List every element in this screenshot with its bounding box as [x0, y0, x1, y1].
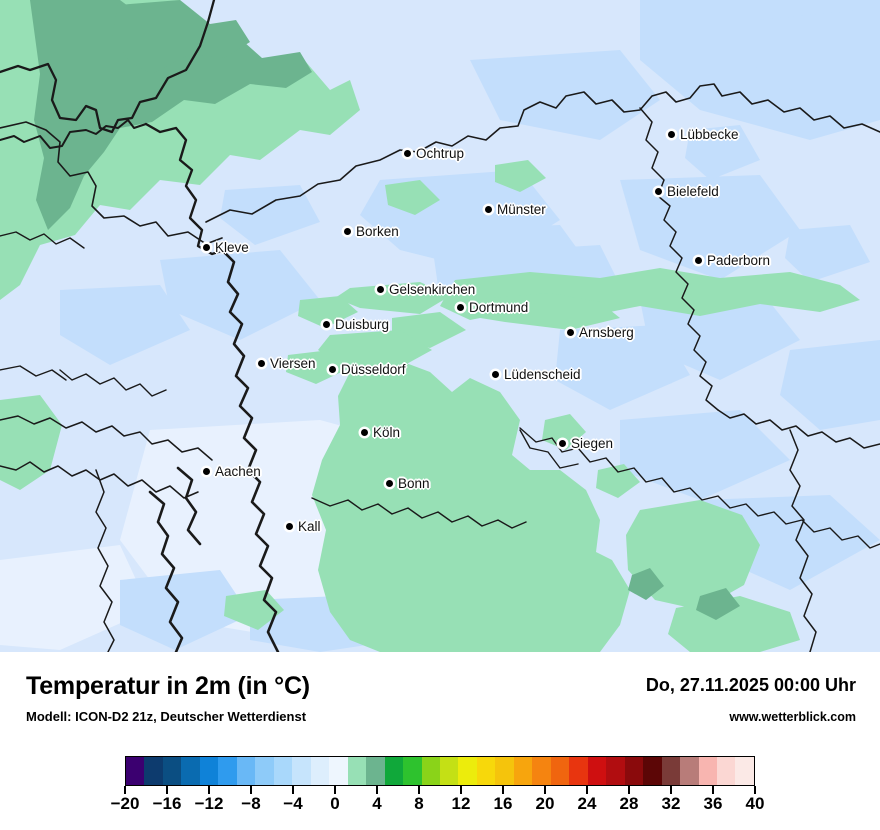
temperature-map[interactable]: Ochtrup Lübbecke Münster Bielefeld Borken Kle…	[0, 0, 880, 652]
colorbar-tick-label: 32	[661, 794, 681, 813]
colorbar-tick-label: 0	[330, 794, 340, 813]
colorbar-tick-label: 8	[414, 794, 424, 813]
colorbar-tick	[334, 786, 336, 794]
colorbar-tick-label: 12	[451, 794, 471, 813]
colorbar-swatch	[439, 757, 459, 785]
colorbar-tick	[292, 786, 294, 794]
colorbar-tick	[460, 786, 462, 794]
colorbar[interactable]	[125, 756, 755, 786]
valid-datetime: Do, 27.11.2025 00:00 Uhr	[645, 675, 856, 695]
colorbar-tick	[586, 786, 588, 794]
colorbar-swatch	[458, 757, 477, 785]
colorbar-swatch	[273, 757, 293, 785]
colorbar-swatch	[347, 757, 367, 785]
colorbar-tick-label: 4	[372, 794, 382, 813]
colorbar-swatch	[384, 757, 404, 785]
colorbar-swatch	[680, 757, 699, 785]
colorbar-swatch	[624, 757, 644, 785]
colorbar-tick	[124, 786, 126, 794]
model-subtitle: Modell: ICON-D2 21z, Deutscher Wetterdie…	[26, 709, 307, 724]
colorbar-swatch	[513, 757, 533, 785]
colorbar-swatch	[366, 757, 385, 785]
colorbar-tick	[670, 786, 672, 794]
page-title: Temperatur in 2m (in °C)	[26, 672, 310, 700]
temp-band-4-6	[30, 0, 740, 620]
colorbar-swatch	[476, 757, 496, 785]
colorbar-swatch	[550, 757, 570, 785]
colorbar-tick-label: −20	[110, 794, 140, 813]
colorbar-tick	[628, 786, 630, 794]
colorbar-swatch	[735, 757, 754, 785]
colorbar-swatch	[181, 757, 200, 785]
colorbar-swatch	[643, 757, 662, 785]
colorbar-swatch	[587, 757, 607, 785]
colorbar-swatch	[329, 757, 348, 785]
colorbar-tick-label: −4	[283, 794, 303, 813]
colorbar-tick-label: −12	[194, 794, 224, 813]
colorbar-swatch	[661, 757, 681, 785]
colorbar-swatch	[292, 757, 311, 785]
colorbar-tick-labels: −20 −16 −12 −8 −4 0 4 8 12 16 20 24 28 32 36 40	[111, 794, 765, 818]
colorbar-tick	[166, 786, 168, 794]
colorbar-tick	[712, 786, 714, 794]
colorbar-swatch	[421, 757, 440, 785]
colorbar-swatch	[126, 757, 145, 785]
colorbar-tick	[376, 786, 378, 794]
colorbar-tick	[502, 786, 504, 794]
colorbar-tick-label: 20	[535, 794, 555, 813]
map-raster	[0, 0, 880, 652]
website-label: www.wetterblick.com	[729, 710, 856, 724]
colorbar-tick-label: 36	[703, 794, 723, 813]
colorbar-swatch	[698, 757, 717, 785]
colorbar-swatch	[403, 757, 422, 785]
colorbar-swatch	[495, 757, 514, 785]
colorbar-swatch	[310, 757, 330, 785]
colorbar-swatch	[532, 757, 551, 785]
colorbar-swatch	[569, 757, 588, 785]
administrative-borders	[0, 0, 880, 652]
colorbar-tick-label: 24	[577, 794, 597, 813]
colorbar-tick	[418, 786, 420, 794]
colorbar-swatch	[162, 757, 182, 785]
colorbar-tick	[754, 786, 756, 794]
colorbar-swatch	[199, 757, 219, 785]
colorbar-tick-label: −16	[152, 794, 182, 813]
temperature-legend[interactable]: −20 −16 −12 −8 −4 0 4 8 12 16 20 24 28 32 36 40	[0, 652, 880, 830]
colorbar-swatch	[717, 757, 736, 785]
colorbar-ticks	[124, 786, 756, 794]
colorbar-tick-label: 40	[745, 794, 765, 813]
colorbar-swatch	[144, 757, 163, 785]
colorbar-tick-label: 28	[619, 794, 639, 813]
map-footer: Temperatur in 2m (in °C) Modell: ICON-D2…	[0, 652, 880, 830]
colorbar-swatch	[236, 757, 256, 785]
colorbar-tick	[250, 786, 252, 794]
colorbar-tick	[544, 786, 546, 794]
colorbar-swatch	[218, 757, 237, 785]
colorbar-tick-label: −8	[241, 794, 261, 813]
colorbar-tick-label: 16	[493, 794, 513, 813]
colorbar-swatch	[255, 757, 274, 785]
colorbar-swatch	[606, 757, 625, 785]
colorbar-tick	[208, 786, 210, 794]
